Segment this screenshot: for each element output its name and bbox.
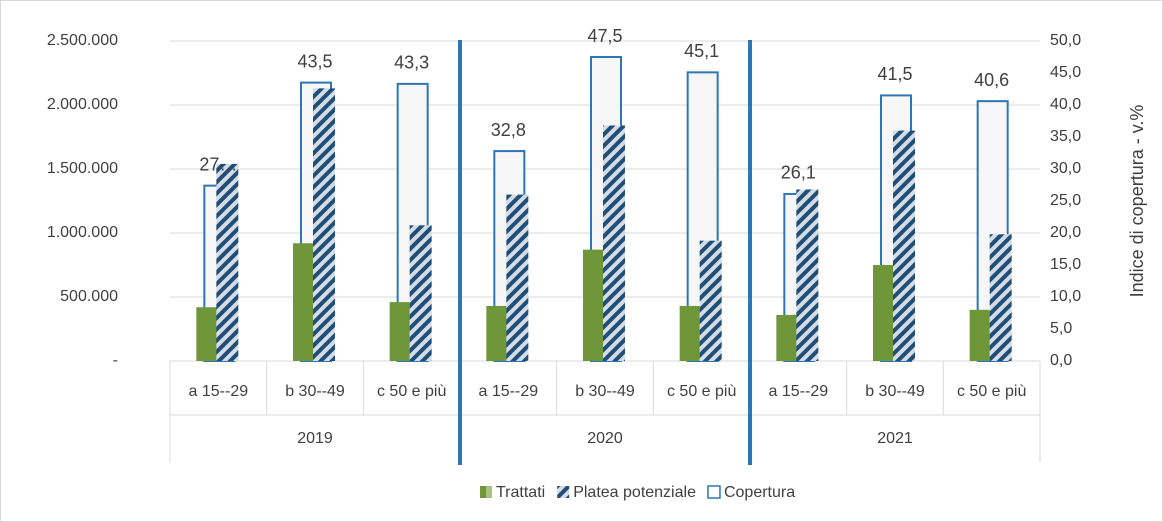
x-tick-label: b 30--49 (865, 383, 925, 400)
y2-tick-label: 5,0 (1050, 320, 1072, 337)
potential-bar (989, 234, 1012, 361)
potential-bar (409, 225, 432, 361)
x-tick-label: b 30--49 (575, 383, 635, 400)
y-tick-label: 2.500.000 (47, 32, 118, 49)
potential-bar (603, 125, 625, 361)
data-label: 40,6 (974, 70, 1009, 90)
potential-bar (313, 88, 335, 362)
y2-tick-label: 15,0 (1050, 256, 1081, 273)
group-label: 2019 (297, 430, 333, 447)
x-tick-label: a 15--29 (189, 383, 249, 400)
x-tick-label: c 50 e più (957, 383, 1026, 400)
y2-tick-label: 20,0 (1050, 224, 1081, 241)
y2-axis-title: Indice di copertura - v.% (1127, 105, 1147, 298)
y-tick-label: 1.500.000 (47, 160, 118, 177)
data-label: 43,5 (297, 51, 332, 71)
legend-swatch (480, 486, 492, 498)
data-label: 26,1 (781, 163, 816, 183)
y2-tick-label: 50,0 (1050, 32, 1081, 49)
y2-tick-label: 25,0 (1050, 192, 1081, 209)
potential-bar (506, 194, 529, 361)
y2-tick-label: 10,0 (1050, 288, 1081, 305)
data-label: 41,5 (877, 64, 912, 84)
y-tick-label: 1.000.000 (47, 224, 118, 241)
y2-tick-label: 45,0 (1050, 64, 1081, 81)
y2-tick-label: 30,0 (1050, 160, 1081, 177)
data-label: 43,3 (394, 53, 429, 73)
potential-bar (216, 163, 239, 361)
data-label: 45,1 (684, 41, 719, 61)
y-tick-label: 500.000 (60, 288, 118, 305)
x-tick-label: b 30--49 (285, 383, 345, 400)
group-label: 2021 (877, 430, 913, 447)
y-tick-label: - (113, 352, 118, 369)
y2-tick-label: 0,0 (1050, 352, 1072, 369)
y2-tick-label: 35,0 (1050, 128, 1081, 145)
data-label: 32,8 (491, 120, 526, 140)
data-label: 47,5 (587, 26, 622, 46)
x-tick-label: c 50 e più (377, 383, 446, 400)
potential-bar (796, 189, 819, 361)
x-tick-label: c 50 e più (667, 383, 736, 400)
legend-swatch (707, 485, 721, 499)
x-tick-label: a 15--29 (479, 383, 539, 400)
legend-label: Trattati (496, 484, 545, 501)
data-label: 27… (199, 154, 237, 174)
potential-bar (893, 130, 915, 361)
potential-bar (699, 240, 722, 361)
legend-label: Copertura (724, 484, 795, 501)
y2-tick-label: 40,0 (1050, 96, 1081, 113)
group-label: 2020 (587, 430, 623, 447)
y-tick-label: 2.000.000 (47, 96, 118, 113)
legend-swatch (557, 486, 570, 498)
x-tick-label: a 15--29 (769, 383, 829, 400)
legend-label: Platea potenziale (573, 484, 696, 501)
